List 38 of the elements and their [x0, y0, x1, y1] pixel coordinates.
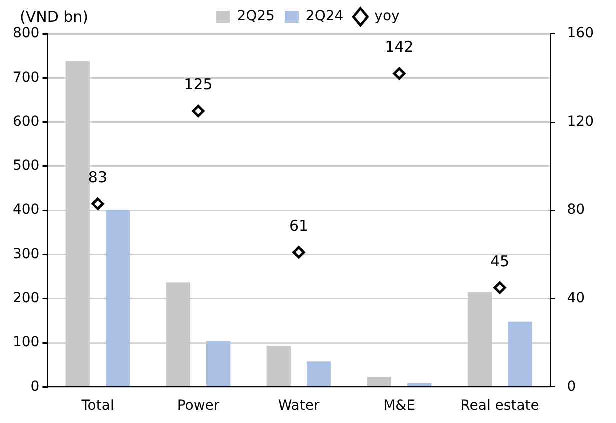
legend-label: 2Q24 [306, 8, 344, 25]
y-tick-label: 400 [12, 202, 40, 218]
legend-label: 2Q25 [237, 8, 275, 25]
y-tick-label: 500 [12, 158, 40, 174]
x-tick-label: Total [80, 398, 114, 414]
data-label: 142 [385, 38, 414, 56]
y-tick-label: 0 [30, 378, 40, 395]
legend-label: yoy [374, 8, 400, 25]
bar [106, 210, 130, 386]
bar [307, 362, 332, 386]
x-tick-label: M&E [384, 398, 416, 414]
x-tick-label: Power [177, 398, 220, 414]
y2-tick-label: 0 [567, 378, 576, 395]
data-label: 125 [184, 76, 213, 94]
y-tick-label: 200 [12, 290, 40, 307]
y2-tick-label: 40 [567, 290, 586, 307]
bar [408, 383, 432, 386]
data-label: 45 [490, 252, 510, 270]
x-tick-label: Real estate [460, 398, 540, 414]
point [393, 67, 406, 80]
y-tick-label: 700 [12, 70, 40, 86]
x-tick-label: Water [278, 398, 320, 414]
y-tick-label: 600 [12, 114, 40, 130]
y2-tick-label: 80 [567, 202, 586, 218]
y2-tick-label: 160 [567, 26, 594, 42]
point [92, 198, 104, 210]
y-tick-label: 800 [12, 26, 40, 42]
y-tick-label: 100 [12, 334, 40, 351]
point [292, 246, 306, 259]
point [192, 105, 205, 118]
y2-tick-label: 120 [567, 114, 594, 130]
data-label: 83 [88, 168, 108, 186]
y-axis-title: (VND bn) [20, 8, 89, 26]
bar [206, 341, 231, 386]
y-tick-label: 300 [12, 246, 40, 262]
point [494, 282, 506, 294]
data-label: 61 [289, 216, 309, 235]
bar [508, 322, 532, 386]
